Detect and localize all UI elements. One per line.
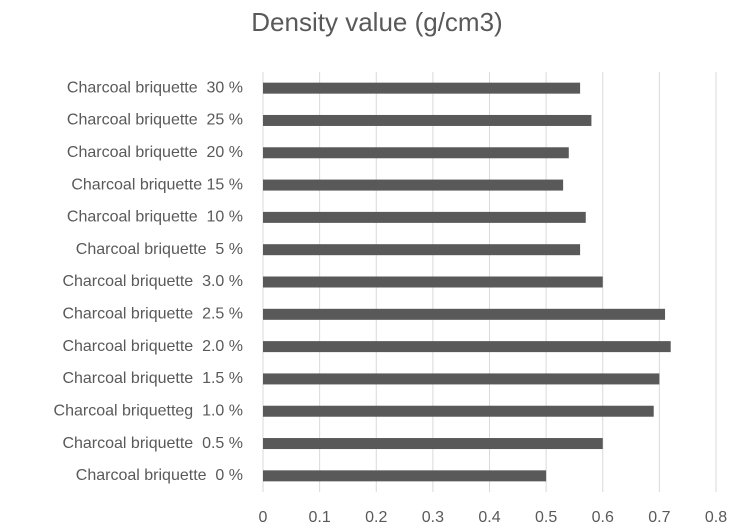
x-tick-label: 0.6 xyxy=(592,509,614,526)
y-tick-label: Charcoal briquette 0.5 % xyxy=(62,435,243,452)
bar xyxy=(263,470,547,482)
y-tick-label: Charcoal briquette 15 % xyxy=(71,176,243,193)
chart-title: Density value (g/cm3) xyxy=(251,7,502,37)
bar xyxy=(263,308,666,320)
bar xyxy=(263,276,603,288)
bar xyxy=(263,341,671,353)
bar xyxy=(263,211,586,223)
bar xyxy=(263,244,581,256)
y-tick-label: Charcoal briquette 0 % xyxy=(76,467,243,484)
y-tick-label: Charcoal briquette 3.0 % xyxy=(62,273,243,290)
y-tick-label: Charcoal briquette 5 % xyxy=(76,241,243,258)
x-tick-label: 0.4 xyxy=(478,509,500,526)
x-tick-label: 0 xyxy=(259,509,268,526)
x-tick-label: 0.7 xyxy=(648,509,670,526)
x-tick-label: 0.3 xyxy=(422,509,444,526)
y-tick-label: Charcoal briquette 1.5 % xyxy=(62,370,243,387)
bar xyxy=(263,147,569,159)
x-tick-label: 0.5 xyxy=(535,509,557,526)
bar xyxy=(263,373,660,385)
y-tick-label: Charcoal briquette 10 % xyxy=(67,209,243,226)
y-tick-label: Charcoal briquetteg 1.0 % xyxy=(54,402,243,419)
x-tick-label: 0.8 xyxy=(705,509,727,526)
bar xyxy=(263,405,654,417)
bar xyxy=(263,82,581,94)
x-tick-label: 0.2 xyxy=(365,509,387,526)
bar xyxy=(263,114,592,126)
bar xyxy=(263,179,564,191)
y-tick-label: Charcoal briquette 2.0 % xyxy=(62,338,243,355)
y-tick-label: Charcoal briquette 25 % xyxy=(67,112,243,129)
y-tick-label: Charcoal briquette 2.5 % xyxy=(62,306,243,323)
x-tick-label: 0.1 xyxy=(309,509,331,526)
bar xyxy=(263,438,603,450)
y-tick-label: Charcoal briquette 20 % xyxy=(67,144,243,161)
y-tick-label: Charcoal briquette 30 % xyxy=(67,79,243,96)
